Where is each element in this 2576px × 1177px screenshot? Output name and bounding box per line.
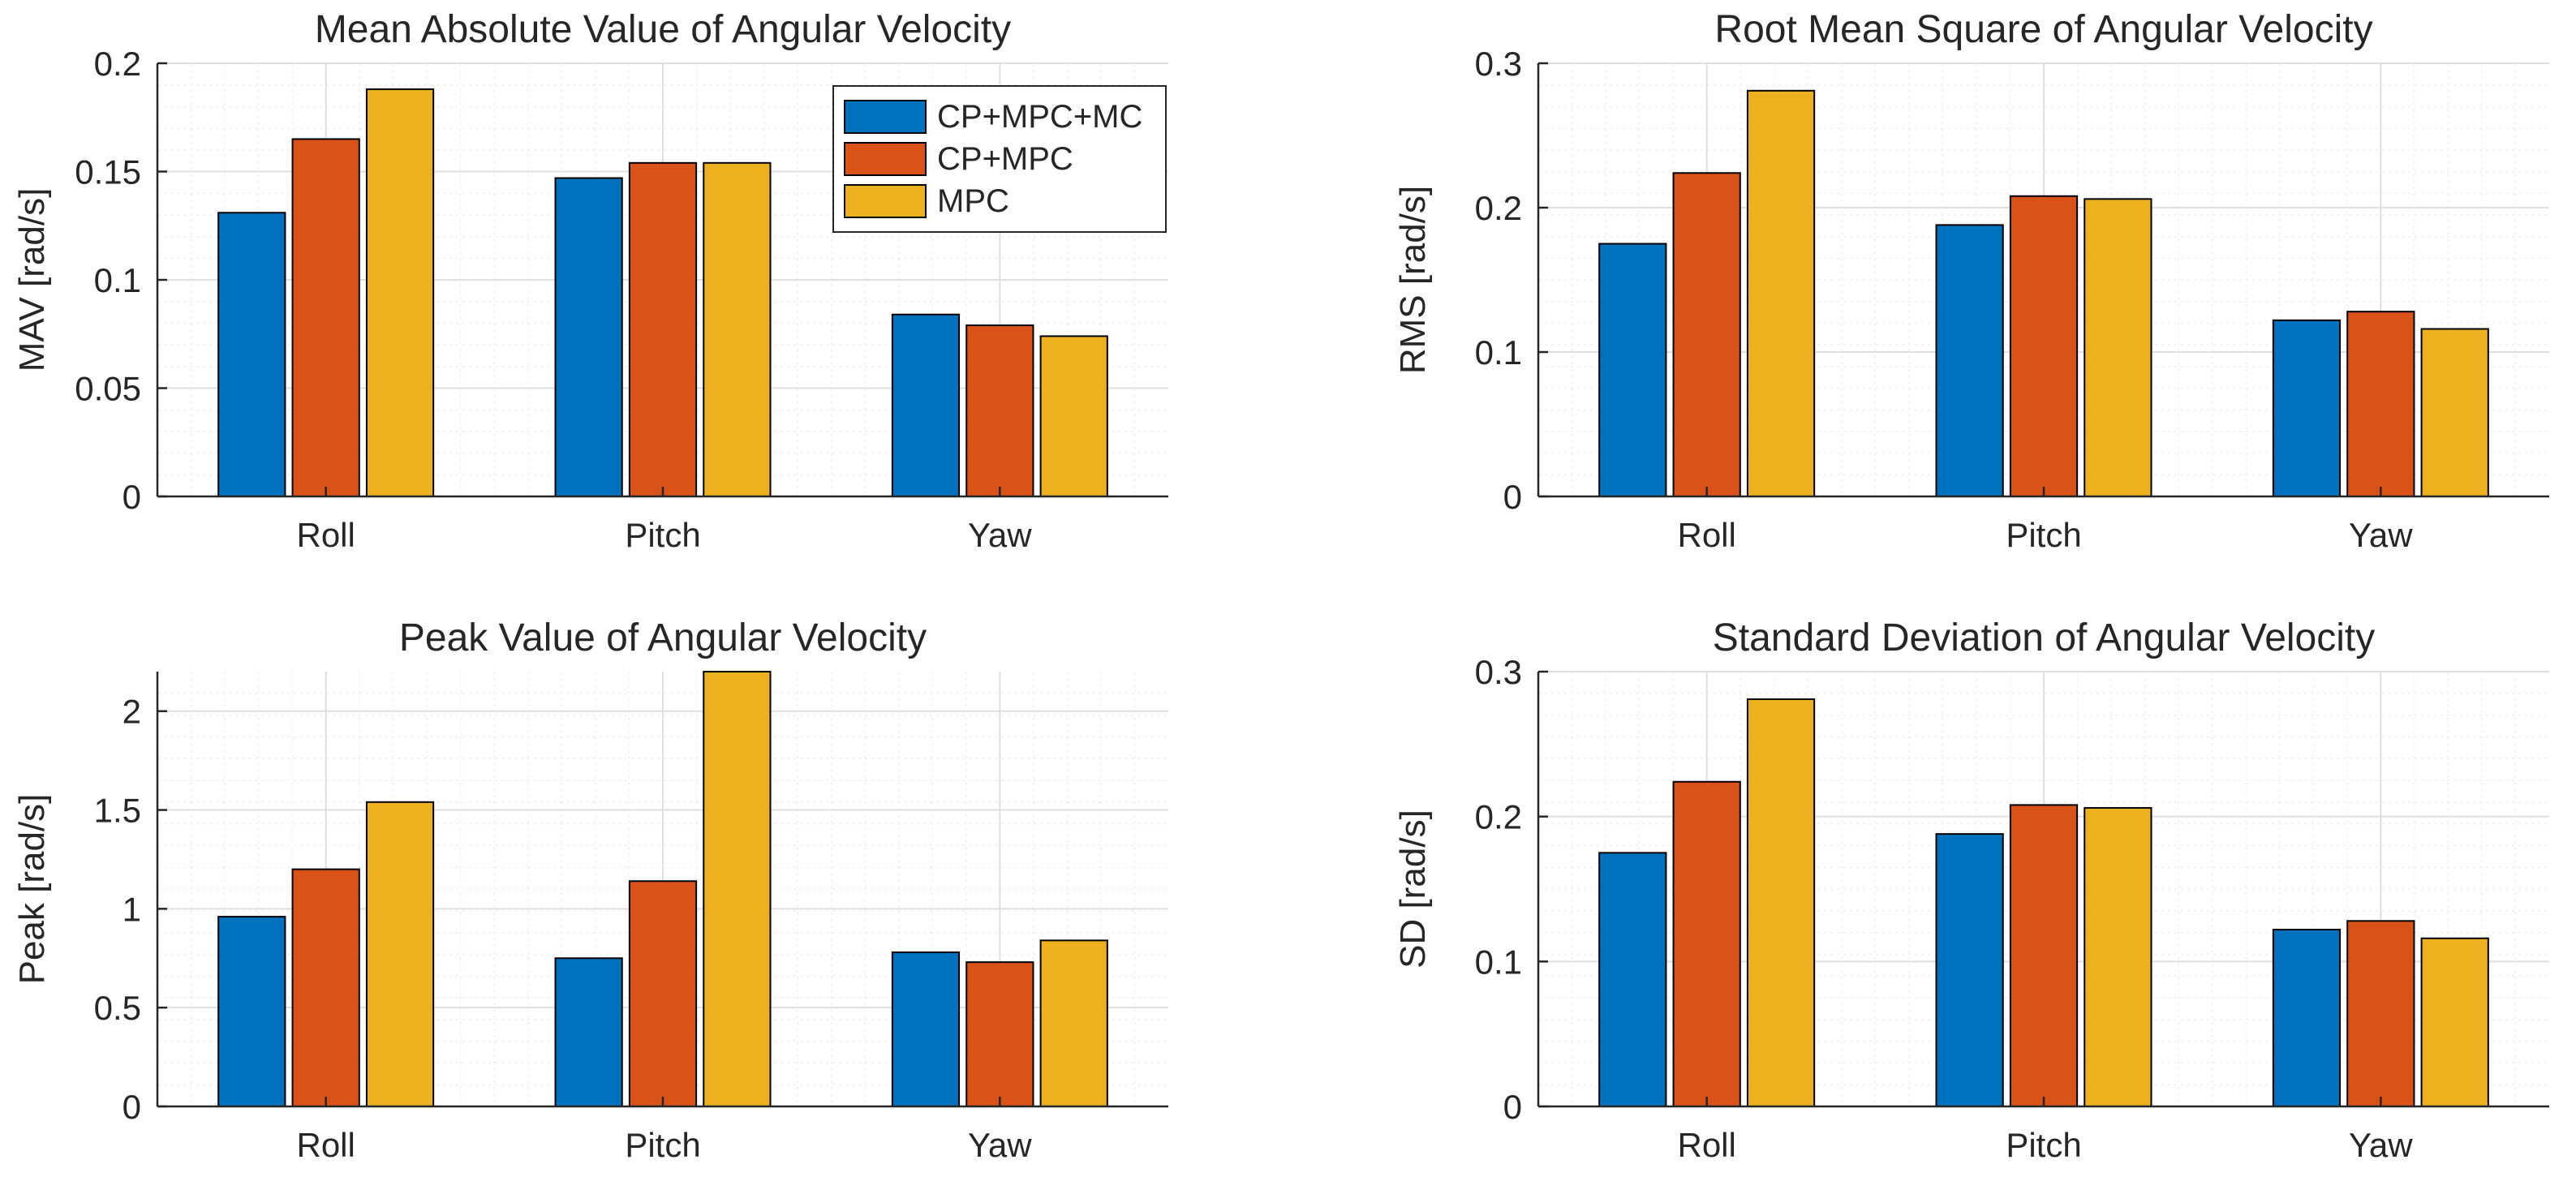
y-tick-label: 0.2 <box>1475 798 1522 836</box>
legend-label-1: CP+MPC <box>937 141 1073 177</box>
x-tick-label-roll: Roll <box>1677 1126 1735 1164</box>
bar-yaw-series-2 <box>2420 328 2489 497</box>
bar-yaw-series-2 <box>1039 335 1108 498</box>
chart-panel-0: 0 0.05 0.1 0.15 0.2 Roll Pitch Yaw Mean Absolute… <box>12 8 1168 554</box>
bar-roll-series-1 <box>1672 172 1741 497</box>
y-tick-label: 0.1 <box>94 261 141 299</box>
y-tick-label: 0.15 <box>75 153 141 191</box>
x-tick-label-yaw: Yaw <box>2349 516 2413 554</box>
chart-title: Peak Value of Angular Velocity <box>399 616 927 659</box>
y-axis-label: MAV [rad/s] <box>12 188 52 372</box>
bar-yaw-series-1 <box>965 961 1034 1108</box>
bar-roll-series-1 <box>291 868 360 1107</box>
bar-roll-series-2 <box>1746 89 1816 497</box>
y-tick-label: 0 <box>1503 1088 1522 1126</box>
y-axis-label: RMS [rad/s] <box>1393 186 1433 374</box>
bar-pitch-series-2 <box>703 671 772 1107</box>
chart-title: Mean Absolute Value of Angular Velocity <box>315 8 1011 51</box>
bar-roll-series-1 <box>1672 780 1741 1108</box>
y-tick-label: 0 <box>123 478 141 516</box>
chart-panel-2: 0 0.5 1 1.5 2 Roll Pitch Yaw Peak Value of Angul… <box>12 616 1168 1164</box>
y-tick-label: 0.1 <box>1475 943 1522 981</box>
bar-pitch-series-2 <box>703 161 772 497</box>
bar-pitch-series-1 <box>628 161 698 497</box>
bar-yaw-series-1 <box>965 324 1034 497</box>
x-tick-label-pitch: Pitch <box>625 516 700 554</box>
chart-panel-3: 0 0.1 0.2 0.3 Roll Pitch Yaw Standard Deviation… <box>1393 616 2549 1164</box>
y-tick-label: 0.05 <box>75 370 141 408</box>
bar-roll-series-0 <box>217 212 286 497</box>
bar-roll-series-0 <box>1598 852 1667 1108</box>
y-tick-label: 0.3 <box>1475 45 1522 83</box>
bar-roll-series-2 <box>1746 698 1816 1107</box>
y-axis-label: Peak [rad/s] <box>12 794 52 985</box>
legend-swatch-1 <box>844 142 927 176</box>
x-tick-label-yaw: Yaw <box>2349 1126 2413 1164</box>
bar-pitch-series-2 <box>2084 198 2152 497</box>
bar-roll-series-1 <box>291 138 360 497</box>
chart-title: Root Mean Square of Angular Velocity <box>1714 8 2372 51</box>
legend: CP+MPC+MC CP+MPC MPC <box>832 85 1167 233</box>
x-tick-label-yaw: Yaw <box>968 1126 1032 1164</box>
bar-roll-series-0 <box>1598 243 1667 497</box>
x-tick-label-roll: Roll <box>296 1126 355 1164</box>
y-tick-label: 1 <box>123 890 141 928</box>
bar-yaw-series-0 <box>891 313 961 497</box>
x-tick-label-roll: Roll <box>1677 516 1735 554</box>
bar-pitch-series-0 <box>554 957 623 1107</box>
legend-label-2: MPC <box>937 183 1009 219</box>
bar-roll-series-2 <box>365 88 435 497</box>
legend-label-0: CP+MPC+MC <box>937 99 1142 135</box>
y-tick-label: 0.2 <box>94 45 141 83</box>
x-tick-label-pitch: Pitch <box>2006 1126 2081 1164</box>
bar-pitch-series-1 <box>2009 804 2079 1108</box>
legend-swatch-0 <box>844 100 927 134</box>
chart-panel-1: 0 0.1 0.2 0.3 Roll Pitch Yaw Root Mean Square o… <box>1393 8 2549 554</box>
y-tick-label: 0 <box>123 1088 141 1126</box>
x-tick-label-pitch: Pitch <box>625 1126 700 1164</box>
chart-title: Standard Deviation of Angular Velocity <box>1713 616 2376 659</box>
bar-yaw-series-1 <box>2346 311 2415 497</box>
y-axis-label: SD [rad/s] <box>1393 810 1433 969</box>
bar-roll-series-2 <box>365 801 435 1107</box>
bar-yaw-series-0 <box>2272 319 2342 497</box>
bar-roll-series-0 <box>217 916 286 1108</box>
y-tick-label: 0.3 <box>1475 653 1522 691</box>
y-tick-label: 0.5 <box>94 989 141 1027</box>
x-tick-label-pitch: Pitch <box>2006 516 2081 554</box>
bar-pitch-series-1 <box>2009 195 2079 497</box>
x-tick-label-yaw: Yaw <box>968 516 1032 554</box>
bar-pitch-series-1 <box>628 880 698 1107</box>
bar-yaw-series-0 <box>2272 929 2342 1107</box>
y-tick-label: 0.2 <box>1475 189 1522 227</box>
bar-pitch-series-0 <box>554 177 623 497</box>
bar-yaw-series-1 <box>2346 920 2415 1107</box>
y-tick-label: 0.1 <box>1475 333 1522 372</box>
y-tick-label: 2 <box>123 693 141 731</box>
legend-swatch-2 <box>844 184 927 218</box>
y-tick-label: 0 <box>1503 478 1522 516</box>
bar-pitch-series-0 <box>1935 224 2004 497</box>
bar-yaw-series-2 <box>1039 939 1108 1107</box>
bar-pitch-series-0 <box>1935 833 2004 1108</box>
bar-yaw-series-0 <box>891 951 961 1107</box>
bar-pitch-series-2 <box>2084 806 2152 1107</box>
y-tick-label: 1.5 <box>94 792 141 830</box>
x-tick-label-roll: Roll <box>296 516 355 554</box>
bar-yaw-series-2 <box>2420 937 2489 1108</box>
